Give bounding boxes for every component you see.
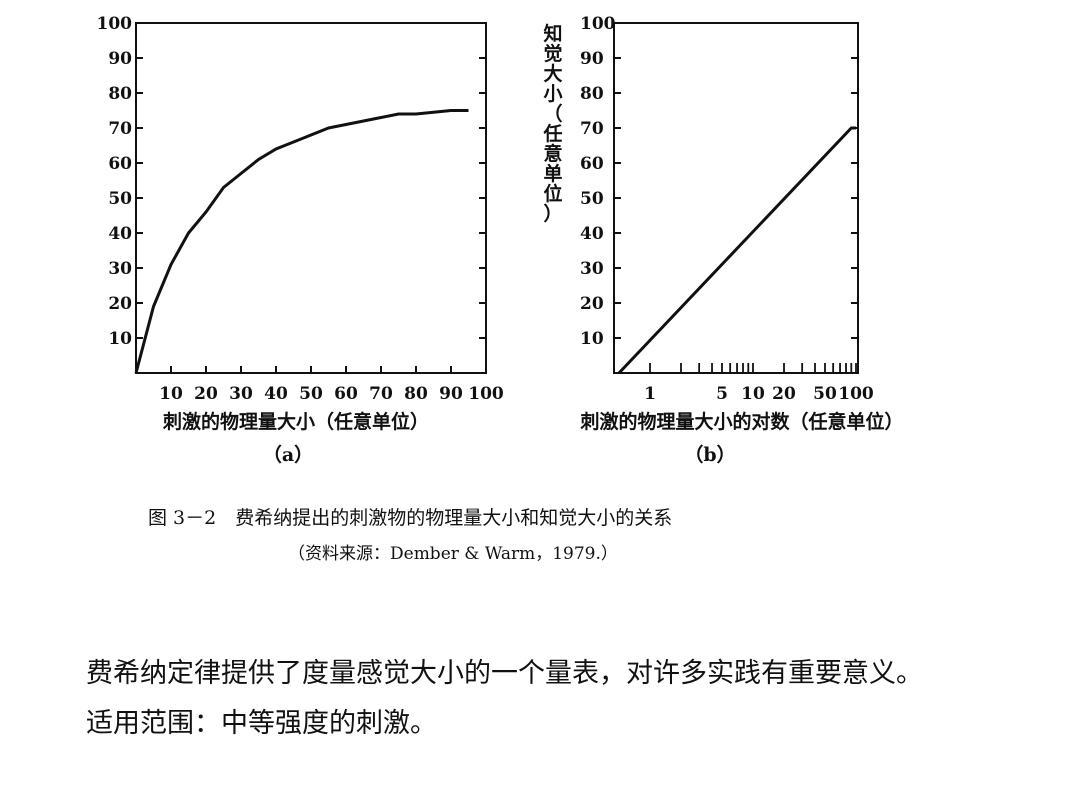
- panel-a-ytick-label: 90: [108, 49, 132, 69]
- panel-b-xtick-label: 1: [644, 384, 656, 404]
- panel-a-frame: [135, 22, 487, 374]
- panel-a-ytick-label: 70: [108, 119, 132, 139]
- panel-a-ytick-label: 100: [97, 14, 133, 34]
- panel-a-xtick-label: 70: [369, 384, 393, 404]
- panel-a-ytick-label: 60: [108, 154, 132, 174]
- panel-a-xtick-label: 20: [194, 384, 218, 404]
- panel-b-frame: [613, 22, 859, 374]
- panel-b-xtick-label: 10: [741, 384, 765, 404]
- panel-a-xtick-label: 30: [229, 384, 253, 404]
- panel-b-ytick-label: 10: [580, 329, 604, 349]
- panel-a-xtick-label: 90: [439, 384, 463, 404]
- panel-a-xtick-label: 40: [264, 384, 288, 404]
- panel-a-ytick-label: 30: [108, 259, 132, 279]
- panel-b-ylabel: 知觉大小（任意单位）: [542, 22, 562, 225]
- panel-a-curve: [134, 109, 469, 374]
- panel-a-xtick-label: 10: [159, 384, 183, 404]
- figure-source: （资料来源：Dember & Warm，1979.）: [288, 544, 618, 564]
- panel-b-label: （b）: [684, 443, 735, 466]
- panel-a-xtick-label: 100: [468, 384, 504, 404]
- panel-b-ytick-label: 20: [580, 294, 604, 314]
- panel-b-xtick-label: 50: [813, 384, 837, 404]
- panel-a-ytick-label: 40: [108, 224, 132, 244]
- body-paragraph-1: 费希纳定律提供了度量感觉大小的一个量表，对许多实践有重要意义。: [86, 658, 923, 689]
- panel-b-ytick-label: 50: [580, 189, 604, 209]
- panel-a-xtick-label: 50: [299, 384, 323, 404]
- panel-b-line: [617, 126, 856, 375]
- body-paragraph-2: 适用范围：中等强度的刺激。: [86, 708, 437, 739]
- panel-b-ylabel-text: 知觉大小（任意单位）: [542, 22, 562, 225]
- panel-b-ytick-label: 60: [580, 154, 604, 174]
- panel-a-xtick-label: 60: [334, 384, 358, 404]
- panel-b-xlabel: 刺激的物理量大小的对数（任意单位）: [580, 410, 903, 433]
- panel-b-xtick-label: 20: [772, 384, 796, 404]
- panel-b-ytick-label: 70: [580, 119, 604, 139]
- panel-a-ytick-label: 20: [108, 294, 132, 314]
- panel-a-xlabel: 刺激的物理量大小（任意单位）: [163, 410, 429, 433]
- panel-b-xtick-label: 5: [716, 384, 728, 404]
- panel-a-ytick-label: 80: [108, 84, 132, 104]
- panel-b-ytick-label: 100: [580, 14, 616, 34]
- panel-b-xtick-label: 100: [838, 384, 874, 404]
- panel-b-ytick-label: 80: [580, 84, 604, 104]
- panel-b-ytick-label: 40: [580, 224, 604, 244]
- figure-caption: 图 3－2 费希纳提出的刺激物的物理量大小和知觉大小的关系: [148, 507, 672, 529]
- panel-a-ytick-label: 10: [108, 329, 132, 349]
- panel-a-xtick-label: 80: [404, 384, 428, 404]
- panel-a-label: （a）: [263, 443, 313, 466]
- panel-b-ytick-label: 30: [580, 259, 604, 279]
- panel-a-ytick-label: 50: [108, 189, 132, 209]
- panel-b-ytick-label: 90: [580, 49, 604, 69]
